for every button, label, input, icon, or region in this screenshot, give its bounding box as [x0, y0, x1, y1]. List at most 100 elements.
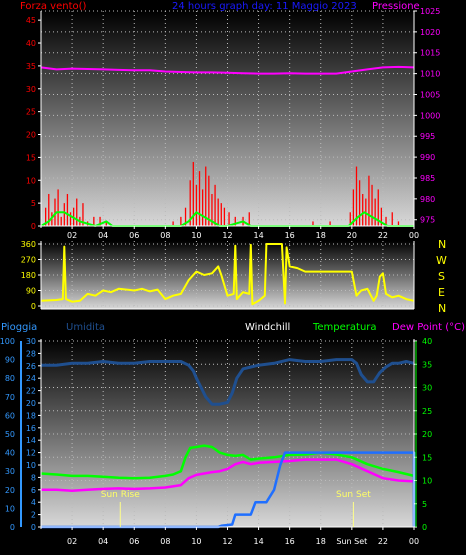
- y-tick-label: 360: [21, 240, 36, 249]
- windchill-legend: Windchill: [245, 322, 290, 333]
- y-tick-label: 90: [26, 287, 36, 296]
- x-tick-label: 04: [98, 231, 108, 240]
- x-tick-label: 12: [222, 537, 232, 546]
- rain-tick-label: 6: [31, 486, 36, 495]
- humidity-tick-label: 60: [5, 411, 15, 420]
- y-left-tick-label: 25: [26, 108, 36, 117]
- gust-series: [40, 211, 414, 227]
- y-right-tick-label: 975: [420, 216, 435, 225]
- sunrise-label: Sun Rise: [101, 490, 140, 500]
- x-tick-label: 00: [409, 537, 419, 546]
- x-tick-label: 04: [98, 537, 108, 546]
- y-tick-label: 180: [21, 271, 36, 280]
- x-tick-label: 16: [285, 231, 295, 240]
- x-tick-label: 06: [129, 231, 139, 240]
- wind-pressure-axes: 0510152025303540459759809859909951000100…: [26, 7, 441, 240]
- rain-tick-label: 18: [26, 411, 36, 420]
- y-right-tick-label: 1020: [420, 28, 440, 37]
- x-tick-label: Sun Set: [336, 537, 367, 546]
- humidity-tick-label: 30: [5, 467, 15, 476]
- compass-labels: N W S E N: [436, 238, 447, 315]
- humidity-axis-title: Umidita: [66, 322, 105, 333]
- temp-tick-label: 25: [422, 407, 432, 416]
- temp-tick-label: 10: [422, 477, 432, 486]
- temp-tick-label: 20: [422, 430, 432, 439]
- rain-tick-label: 14: [26, 436, 36, 445]
- compass-label-e: E: [438, 286, 445, 299]
- rain-tick-label: 30: [26, 337, 36, 346]
- compass-label-n-bottom: N: [438, 302, 446, 315]
- y-left-tick-label: 40: [26, 39, 36, 48]
- direction-series: [40, 243, 415, 306]
- x-tick-label: 20: [347, 231, 357, 240]
- rain-tick-label: 20: [26, 399, 36, 408]
- y-left-tick-label: 15: [26, 153, 36, 162]
- humidity-tick-label: 10: [5, 504, 15, 513]
- y-left-tick-label: 10: [26, 176, 36, 185]
- x-tick-label: 10: [191, 537, 201, 546]
- humidity-tick-label: 100: [0, 337, 15, 346]
- x-tick-label: 00: [409, 231, 419, 240]
- y-left-tick-label: 20: [26, 131, 36, 140]
- x-tick-label: 14: [253, 231, 263, 240]
- rain-tick-label: 12: [26, 449, 36, 458]
- humidity-tick-label: 90: [5, 356, 15, 365]
- humidity-tick-label: 50: [5, 430, 15, 439]
- rain-tick-label: 16: [26, 424, 36, 433]
- rain-tick-label: 10: [26, 461, 36, 470]
- y-right-tick-label: 1005: [420, 90, 440, 99]
- x-tick-label: 08: [160, 231, 170, 240]
- humidity-tick-label: 70: [5, 393, 15, 402]
- x-tick-label: 02: [67, 231, 77, 240]
- temp-tick-label: 40: [422, 337, 432, 346]
- x-tick-label: 08: [160, 537, 170, 546]
- temp-tick-label: 0: [422, 523, 427, 532]
- y-left-tick-label: 35: [26, 62, 36, 71]
- x-tick-label: 12: [222, 231, 232, 240]
- direction-axes: 0 90 180 270 360: [21, 240, 415, 311]
- x-tick-label: 14: [253, 537, 263, 546]
- temp-tick-label: 35: [422, 360, 432, 369]
- x-tick-label: 18: [316, 537, 326, 546]
- sunset-label: Sun Set: [336, 490, 371, 500]
- wind-pressure-series: [40, 65, 415, 227]
- temp-tick-label: 5: [422, 500, 427, 509]
- rain-tick-label: 2: [31, 511, 36, 520]
- y-right-tick-label: 990: [420, 153, 435, 162]
- rain-tick-label: 22: [26, 387, 36, 396]
- direction-plot-area: [41, 241, 414, 309]
- compass-label-s: S: [438, 270, 445, 283]
- y-left-tick-label: 0: [31, 222, 36, 231]
- temperature-series: [40, 444, 415, 480]
- rain-tick-label: 8: [31, 473, 36, 482]
- temperature-legend: Temperatura: [312, 322, 377, 333]
- wind-pressure-plot-area: [41, 11, 414, 226]
- rain-tick-label: 26: [26, 362, 36, 371]
- humidity-tick-label: 20: [5, 486, 15, 495]
- y-left-tick-label: 5: [31, 199, 36, 208]
- pressure-axis-title: Pressione: [372, 1, 420, 12]
- y-right-tick-label: 980: [420, 195, 435, 204]
- y-right-tick-label: 1025: [420, 7, 440, 16]
- rain-tick-label: 4: [31, 498, 36, 507]
- y-right-tick-label: 1015: [420, 49, 440, 58]
- humidity-tick-label: 40: [5, 449, 15, 458]
- x-tick-label: 16: [285, 537, 295, 546]
- dewpoint-legend: Dew Point (°C): [392, 322, 465, 333]
- weather-series: [40, 358, 416, 529]
- weather-axes: 0102030405060708090100024681012141618202…: [0, 337, 432, 546]
- humidity-tick-label: 80: [5, 374, 15, 383]
- y-right-tick-label: 1000: [420, 111, 440, 120]
- dewpoint-series: [41, 458, 415, 492]
- compass-label-n-top: N: [438, 238, 446, 251]
- wind-axis-title: Forza vento(): [20, 1, 87, 12]
- y-left-tick-label: 30: [26, 85, 36, 94]
- y-left-tick-label: 45: [26, 16, 36, 25]
- compass-label-w: W: [436, 254, 447, 267]
- x-tick-label: 10: [191, 231, 201, 240]
- rain-tick-label: 0: [31, 523, 36, 532]
- humidity-series: [41, 358, 415, 406]
- y-right-tick-label: 995: [420, 132, 435, 141]
- rain-tick-label: 24: [26, 374, 36, 383]
